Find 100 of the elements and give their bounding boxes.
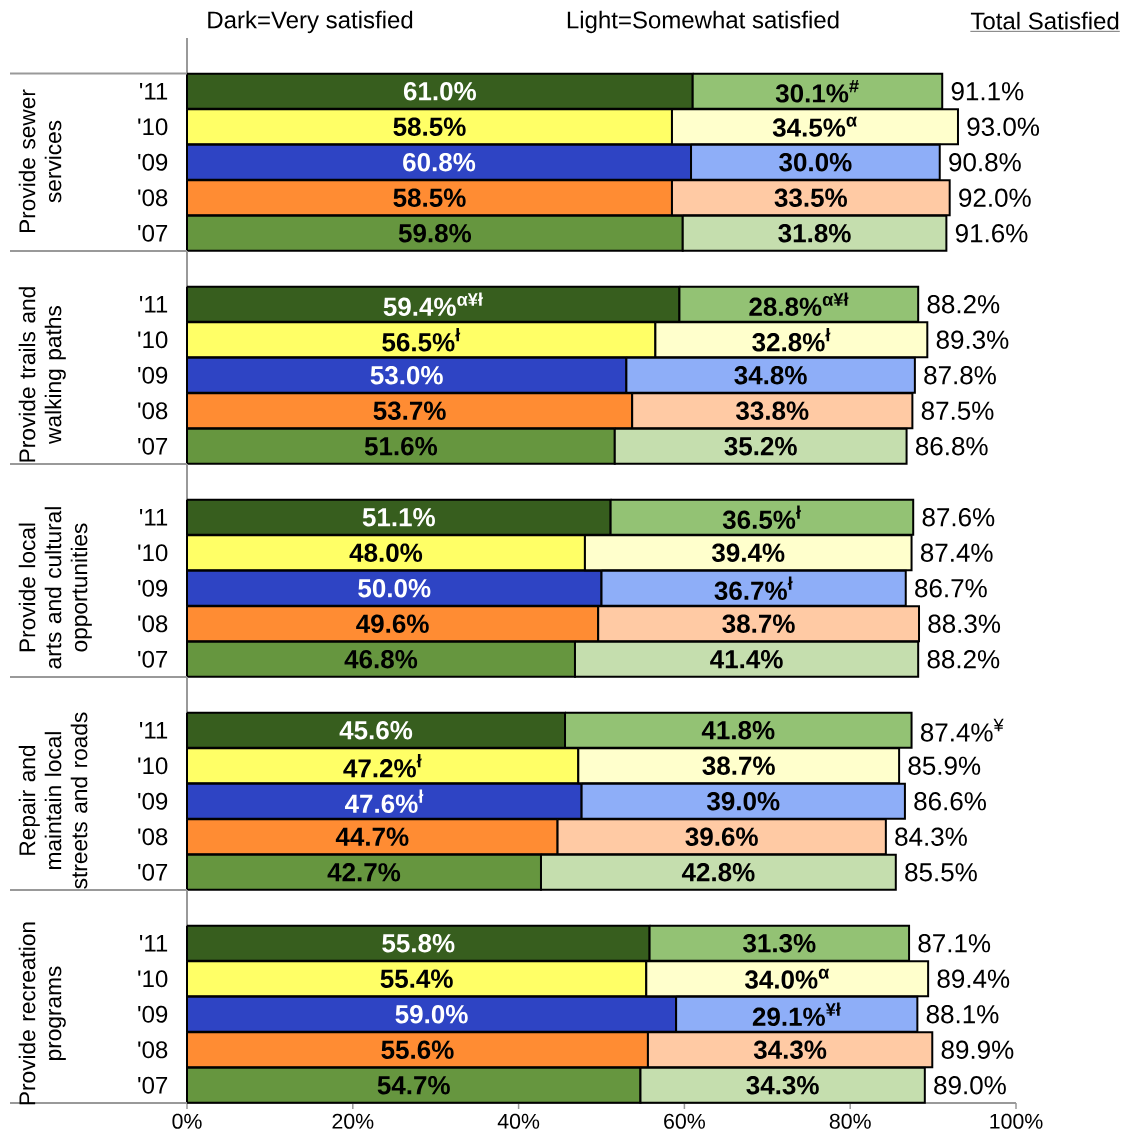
y-tick-label: '10 xyxy=(138,970,168,988)
total-label: 87.4%$^{¥}$ xyxy=(920,718,1004,742)
text: Dark=Very satisfied xyxy=(208,10,413,34)
data-label: 45.6% xyxy=(339,721,413,740)
data-label: 32.8%$^{ł}$ xyxy=(752,328,831,352)
data-label: 29.1%$^{¥ł}$ xyxy=(752,1002,841,1026)
y-tick-label: '08 xyxy=(138,402,168,420)
data-label: 39.6% xyxy=(685,827,758,846)
data-label: 30.0% xyxy=(779,153,852,172)
data-label: 53.7% xyxy=(373,401,446,420)
data-label: 48.0% xyxy=(349,543,423,562)
total-label: 87.1% xyxy=(918,934,991,953)
y-axis-title: Repair and maintain local streets and roads xyxy=(18,712,88,889)
total-label: 85.5% xyxy=(905,863,977,882)
x-tick-label: 60% xyxy=(664,1113,705,1129)
y-tick-label: '11 xyxy=(140,82,168,100)
total-label: 92.0% xyxy=(959,188,1031,207)
x-tick-label: 20% xyxy=(332,1113,374,1129)
y-axis-title: Provide recreation programs xyxy=(18,922,66,1105)
x-tick-label: 80% xyxy=(829,1113,871,1129)
data-label: 31.3% xyxy=(743,934,816,953)
y-tick-label: '08 xyxy=(138,1041,168,1059)
data-label: 33.8% xyxy=(736,401,809,420)
data-label: 34.3% xyxy=(746,1076,819,1095)
y-tick-label: '09 xyxy=(138,1005,168,1023)
total-label: 89.0% xyxy=(934,1076,1006,1095)
y-tick-label: '08 xyxy=(138,615,168,633)
data-label: 47.2%$^{ł}$ xyxy=(343,754,422,778)
data-label: 39.0% xyxy=(707,792,780,811)
data-label: 31.8% xyxy=(778,224,851,243)
y-axis-title: Provide trails and walking paths xyxy=(18,287,66,462)
data-label: 41.4% xyxy=(710,650,783,669)
data-label: 34.3% xyxy=(753,1040,827,1059)
total-label: 85.9% xyxy=(908,756,981,775)
data-label: 54.7% xyxy=(377,1076,450,1095)
total-label: 86.6% xyxy=(914,792,986,811)
data-label: 41.8% xyxy=(701,721,775,740)
y-tick-label: '09 xyxy=(138,366,168,384)
data-label: 58.5% xyxy=(393,117,466,136)
data-label: 50.0% xyxy=(358,579,431,598)
total-label: 88.2% xyxy=(927,650,1000,669)
data-label: 55.8% xyxy=(382,934,455,953)
total-label: 89.9% xyxy=(941,1040,1014,1059)
total-label: 89.4% xyxy=(937,969,1010,988)
y-tick-label: '11 xyxy=(140,508,168,526)
total-label: 90.8% xyxy=(949,153,1021,172)
total-label: 87.4% xyxy=(920,543,993,562)
total-label: 87.6% xyxy=(922,508,995,527)
y-tick-label: '08 xyxy=(138,189,168,207)
total-label: 88.3% xyxy=(928,614,1001,633)
y-tick-label: '07 xyxy=(138,863,168,881)
data-label: 38.7% xyxy=(702,756,775,775)
data-label: 42.8% xyxy=(681,863,755,882)
x-tick-label: 100% xyxy=(990,1113,1043,1129)
data-label: 30.1%$^{#}$ xyxy=(775,79,859,103)
y-axis-title: Provide sewer services xyxy=(18,89,62,233)
data-label: 53.0% xyxy=(370,366,443,385)
data-label: 47.6%$^{ł}$ xyxy=(344,789,424,813)
data-label: 44.7% xyxy=(335,827,409,846)
data-label: 58.5% xyxy=(393,188,466,207)
total-label: 87.8% xyxy=(924,366,996,385)
total-label: 87.5% xyxy=(921,401,994,420)
y-tick-label: '09 xyxy=(138,153,168,171)
y-tick-label: '09 xyxy=(138,579,168,597)
x-tick-label: 0% xyxy=(172,1113,202,1129)
data-label: 34.0%$^{α}$ xyxy=(745,968,830,989)
y-axis-title: Provide local arts and cultural opportunities xyxy=(18,507,92,669)
data-label: 61.0% xyxy=(403,82,476,101)
data-label: 39.4% xyxy=(711,543,785,562)
y-tick-label: '08 xyxy=(138,828,168,846)
y-tick-label: '09 xyxy=(138,792,168,810)
data-label: 59.0% xyxy=(395,1005,468,1024)
total-label: 86.7% xyxy=(915,579,987,598)
data-label: 46.8% xyxy=(344,650,418,669)
data-label: 28.8%$^{α¥ł}$ xyxy=(749,292,849,316)
x-tick-label: 40% xyxy=(497,1113,540,1129)
data-label: 55.6% xyxy=(381,1040,454,1059)
y-tick-label: '11 xyxy=(140,721,168,739)
data-label: 42.7% xyxy=(327,863,401,882)
y-tick-label: '11 xyxy=(140,934,168,952)
y-tick-label: '10 xyxy=(138,118,168,136)
data-label: 59.4%$^{α¥ł}$ xyxy=(383,292,483,316)
data-label: 34.5%$^{α}$ xyxy=(772,116,857,137)
y-tick-label: '07 xyxy=(138,224,168,242)
data-label: 51.1% xyxy=(362,508,435,527)
total-label: 93.0% xyxy=(967,117,1040,136)
data-label: 49.6% xyxy=(356,614,429,633)
total-label: 91.1% xyxy=(951,82,1024,101)
total-label: 91.6% xyxy=(955,224,1028,243)
total-label: 86.8% xyxy=(915,437,988,456)
data-label: 51.6% xyxy=(364,437,438,456)
data-label: 33.5% xyxy=(774,188,847,207)
total-label: 88.1% xyxy=(926,1005,999,1024)
data-label: 34.8% xyxy=(734,366,807,385)
y-tick-label: '10 xyxy=(138,544,168,562)
data-label: 56.5%$^{ł}$ xyxy=(382,328,461,352)
data-label: 59.8% xyxy=(398,224,472,243)
data-label: 36.5%$^{ł}$ xyxy=(722,505,801,530)
y-tick-label: '10 xyxy=(138,331,168,349)
data-label: 55.4% xyxy=(380,969,453,988)
